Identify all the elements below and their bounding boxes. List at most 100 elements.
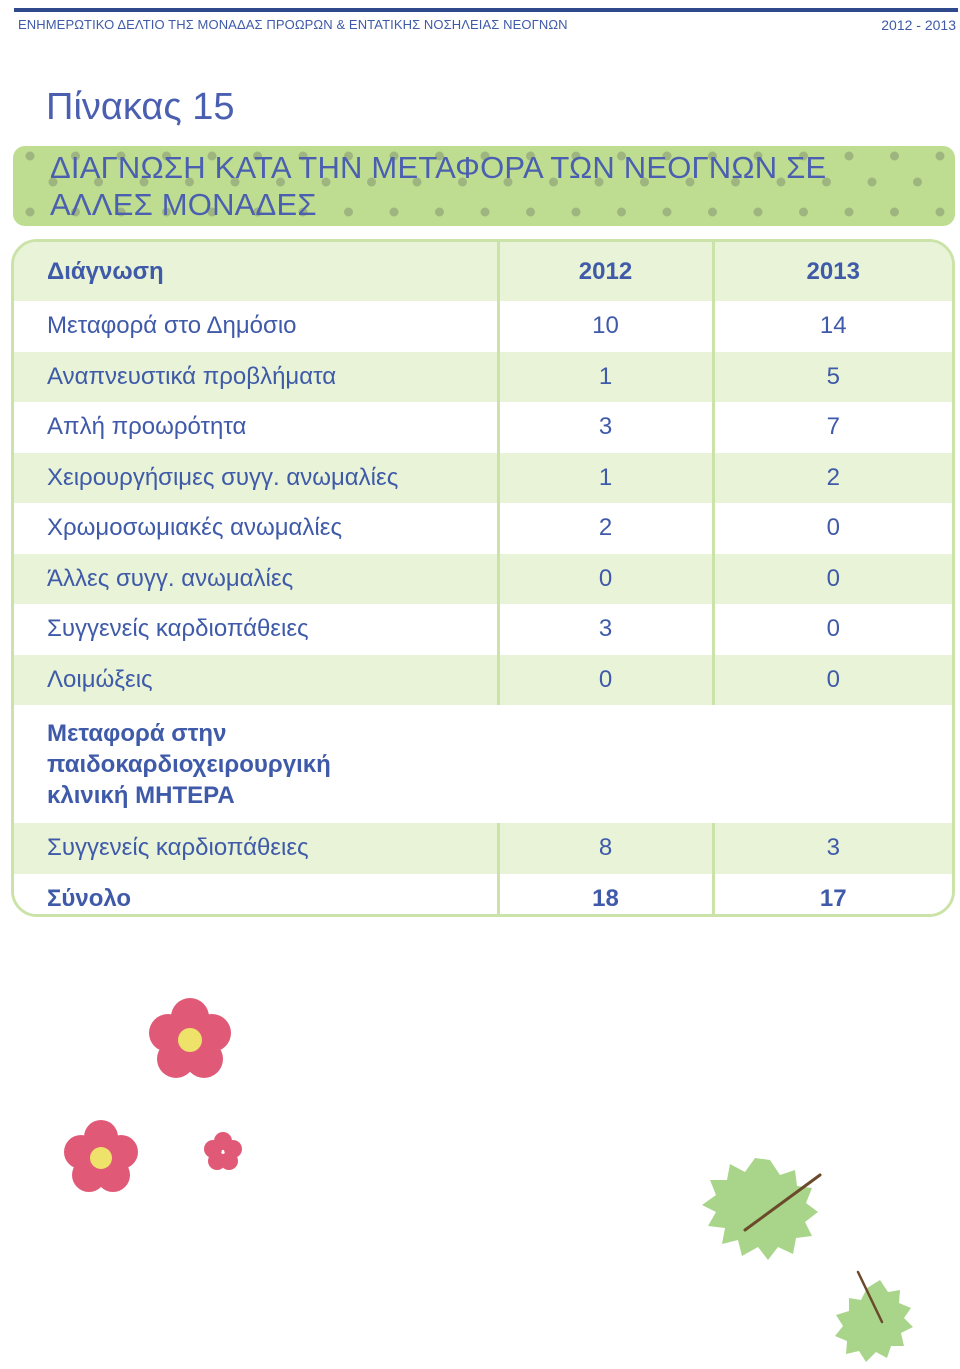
row-value-2012: 8: [496, 823, 713, 874]
total-row: Σύνολο 18 17: [14, 873, 952, 914]
section-empty-cell: [713, 705, 952, 823]
banner-dot: [731, 177, 740, 187]
banner-dot: [367, 177, 376, 187]
banner-dot: [162, 207, 171, 217]
banner-dot: [753, 207, 763, 217]
table-row: Συγγενείς καρδιοπάθειες 3 0: [14, 604, 952, 655]
flower-large-icon: [149, 998, 231, 1078]
banner-dot: [162, 151, 171, 161]
banner-dot: [662, 151, 672, 161]
section-heading-line: Μεταφορά στην: [47, 719, 227, 747]
banner-dot: [25, 151, 35, 161]
banner-dot: [207, 151, 217, 161]
leaf-small-icon: [835, 1270, 913, 1362]
section-heading: Μεταφορά στην παιδοκαρδιοχειρουργική κλι…: [14, 705, 498, 823]
banner-dot: [935, 151, 945, 161]
total-value-2013: 17: [711, 873, 952, 914]
header-diagnosis: Διάγνωση: [14, 242, 498, 301]
banner-dot: [844, 151, 854, 161]
header-years: 2012 - 2013: [881, 17, 956, 33]
diagnosis-table: Διάγνωση 2012 2013 Μεταφορά στο Δημόσιο …: [14, 242, 952, 914]
banner-dot: [435, 151, 444, 161]
banner-dot: [458, 177, 467, 187]
banner-dot: [935, 207, 945, 217]
banner-dot: [298, 207, 308, 217]
banner-dot: [116, 207, 126, 217]
banner-dot: [389, 207, 399, 217]
row-value-2013: 0: [711, 604, 952, 655]
banner-dot: [617, 207, 626, 217]
banner-dot: [321, 177, 331, 187]
flower-medium-icon: [64, 1120, 138, 1192]
banner-dot: [571, 151, 581, 161]
banner-dot: [116, 151, 126, 161]
header-2013: 2013: [711, 242, 952, 301]
banner-dot: [503, 177, 513, 187]
table-row: Χειρουργήσιμες συγγ. ανωμαλίες 1 2: [14, 452, 952, 503]
banner-dot: [526, 207, 535, 217]
banner-dot: [549, 177, 558, 187]
row-label: Αναπνευστικά προβλήματα: [14, 351, 498, 402]
section-heading-line: παιδοκαρδιοχειρουργική: [47, 750, 331, 778]
table-row: Απλή προωρότητα 3 7: [14, 402, 952, 453]
banner-dot: [571, 207, 581, 217]
flower-small-icon: [204, 1132, 242, 1170]
banner-dot: [94, 177, 103, 187]
section-heading-row: Μεταφορά στην παιδοκαρδιοχειρουργική κλι…: [14, 705, 952, 823]
row-label: Απλή προωρότητα: [14, 402, 498, 453]
row-value-2013: 2: [711, 452, 952, 503]
banner-dot: [389, 151, 399, 161]
banner-dot: [708, 207, 717, 217]
banner-dot: [253, 151, 262, 161]
banner-dot: [844, 207, 854, 217]
row-value-2013: 5: [711, 351, 952, 402]
banner-dot: [799, 207, 808, 217]
row-value-2012: 2: [496, 503, 713, 554]
row-value-2012: 1: [496, 452, 713, 503]
banner-dot: [480, 151, 490, 161]
banner-dot: [708, 151, 717, 161]
banner-dot: [207, 207, 217, 217]
row-value-2012: 3: [496, 402, 713, 453]
row-value-2012: 1: [496, 351, 713, 402]
table-row: Αναπνευστικά προβλήματα 1 5: [14, 351, 952, 402]
banner-dot: [685, 177, 695, 187]
row-label: Άλλες συγγ. ανωμαλίες: [14, 553, 498, 604]
banner-dot: [890, 207, 899, 217]
banner-dot: [753, 151, 763, 161]
table-row: Χρωμοσωμιακές ανωμαλίες 2 0: [14, 503, 952, 554]
row-value-2013: 7: [711, 402, 952, 453]
banner-dot: [298, 151, 308, 161]
header-2012: 2012: [496, 242, 713, 301]
row-value-2012: 3: [496, 604, 713, 655]
total-value-2012: 18: [496, 873, 713, 914]
banner-dot: [276, 177, 285, 187]
banner-dot: [25, 207, 35, 217]
section-heading-line: κλινική ΜΗΤΕΡΑ: [47, 781, 235, 809]
banner-dot: [48, 177, 58, 187]
row-value-2012: 0: [496, 553, 713, 604]
header-publication-title: ΕΝΗΜΕΡΩΤΙΚΟ ΔΕΛΤΙΟ ΤΗΣ ΜΟΝΑΔΑΣ ΠΡΟΩΡΩΝ &…: [18, 17, 568, 32]
banner-dot: [776, 177, 786, 187]
banner-dot: [640, 177, 649, 187]
leaf-large-icon: [702, 1158, 822, 1260]
row-value-2012: 0: [496, 654, 713, 705]
banner-dot: [412, 177, 422, 187]
banner-dot: [867, 177, 877, 187]
banner-dot: [913, 177, 922, 187]
table-row: Λοιμώξεις 0 0: [14, 654, 952, 705]
table-row: Άλλες συγγ. ανωμαλίες 0 0: [14, 553, 952, 604]
table-row: Συγγενείς καρδιοπάθειες 8 3: [14, 823, 952, 874]
banner-dot: [230, 177, 240, 187]
banner-dots: [25, 151, 945, 217]
section-empty-cell: [498, 705, 713, 823]
row-label: Χρωμοσωμιακές ανωμαλίες: [14, 503, 498, 554]
row-value-2013: 14: [711, 301, 952, 352]
banner-dot: [71, 151, 80, 161]
table-number: Πίνακας 15: [46, 86, 235, 128]
table-title: ΔΙΑΓΝΩΣΗ ΚΑΤΑ ΤΗΝ ΜΕΤΑΦΟΡΑ ΤΩΝ ΝΕΟΓΝΩΝ Σ…: [50, 150, 827, 222]
row-value-2013: 0: [711, 503, 952, 554]
table-header-row: Διάγνωση 2012 2013: [14, 242, 952, 301]
header-rule: [14, 8, 958, 12]
